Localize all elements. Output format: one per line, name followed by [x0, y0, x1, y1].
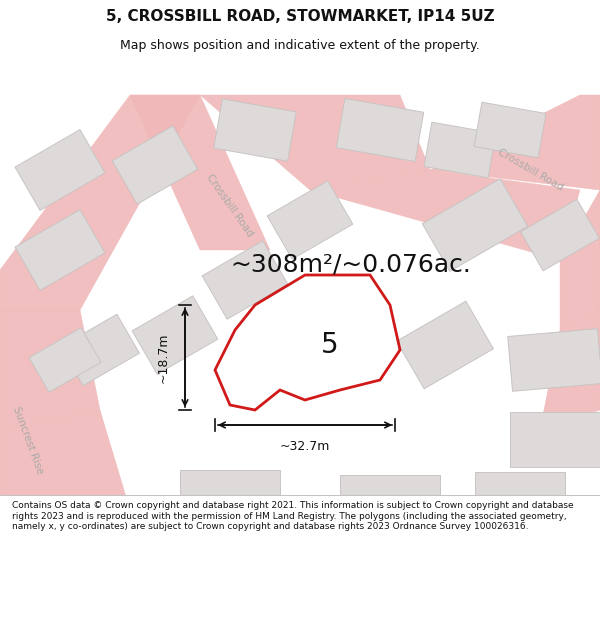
Bar [29, 328, 101, 392]
Polygon shape [0, 310, 100, 430]
Text: ~18.7m: ~18.7m [157, 332, 170, 383]
Bar [15, 209, 105, 291]
Bar [475, 472, 565, 528]
Bar [397, 301, 493, 389]
Bar [202, 241, 288, 319]
Polygon shape [200, 95, 430, 190]
Bar [521, 199, 599, 271]
Polygon shape [100, 510, 260, 545]
Text: ~308m²/~0.076ac.: ~308m²/~0.076ac. [230, 253, 471, 277]
Bar [267, 181, 353, 259]
Bar [474, 102, 546, 158]
Text: 5, CROSSBILL ROAD, STOWMARKET, IP14 5UZ: 5, CROSSBILL ROAD, STOWMARKET, IP14 5UZ [106, 9, 494, 24]
Polygon shape [130, 95, 270, 250]
Bar [15, 129, 105, 211]
Text: Contains OS data © Crown copyright and database right 2021. This information is : Contains OS data © Crown copyright and d… [12, 501, 574, 531]
Bar [132, 296, 218, 374]
Text: Map shows position and indicative extent of the property.: Map shows position and indicative extent… [120, 39, 480, 52]
Text: 5: 5 [321, 331, 339, 359]
Bar [214, 99, 296, 161]
Bar [336, 98, 424, 162]
Polygon shape [215, 275, 400, 410]
Bar [424, 122, 496, 177]
Bar [422, 179, 528, 271]
Bar [180, 470, 280, 530]
Polygon shape [0, 95, 200, 310]
Bar [340, 475, 440, 535]
Bar [510, 412, 600, 468]
Text: Crossbill Road: Crossbill Road [496, 148, 565, 192]
Bar [61, 314, 139, 386]
Polygon shape [540, 310, 600, 430]
Bar [112, 126, 198, 204]
Polygon shape [240, 530, 600, 545]
Polygon shape [430, 95, 600, 190]
Polygon shape [0, 410, 130, 540]
Polygon shape [310, 170, 580, 260]
Polygon shape [560, 190, 600, 330]
Bar [508, 329, 600, 391]
Text: Suncrest Rise: Suncrest Rise [11, 405, 45, 475]
Text: Crossbill Road: Crossbill Road [205, 172, 255, 238]
Text: ~32.7m: ~32.7m [280, 440, 330, 453]
